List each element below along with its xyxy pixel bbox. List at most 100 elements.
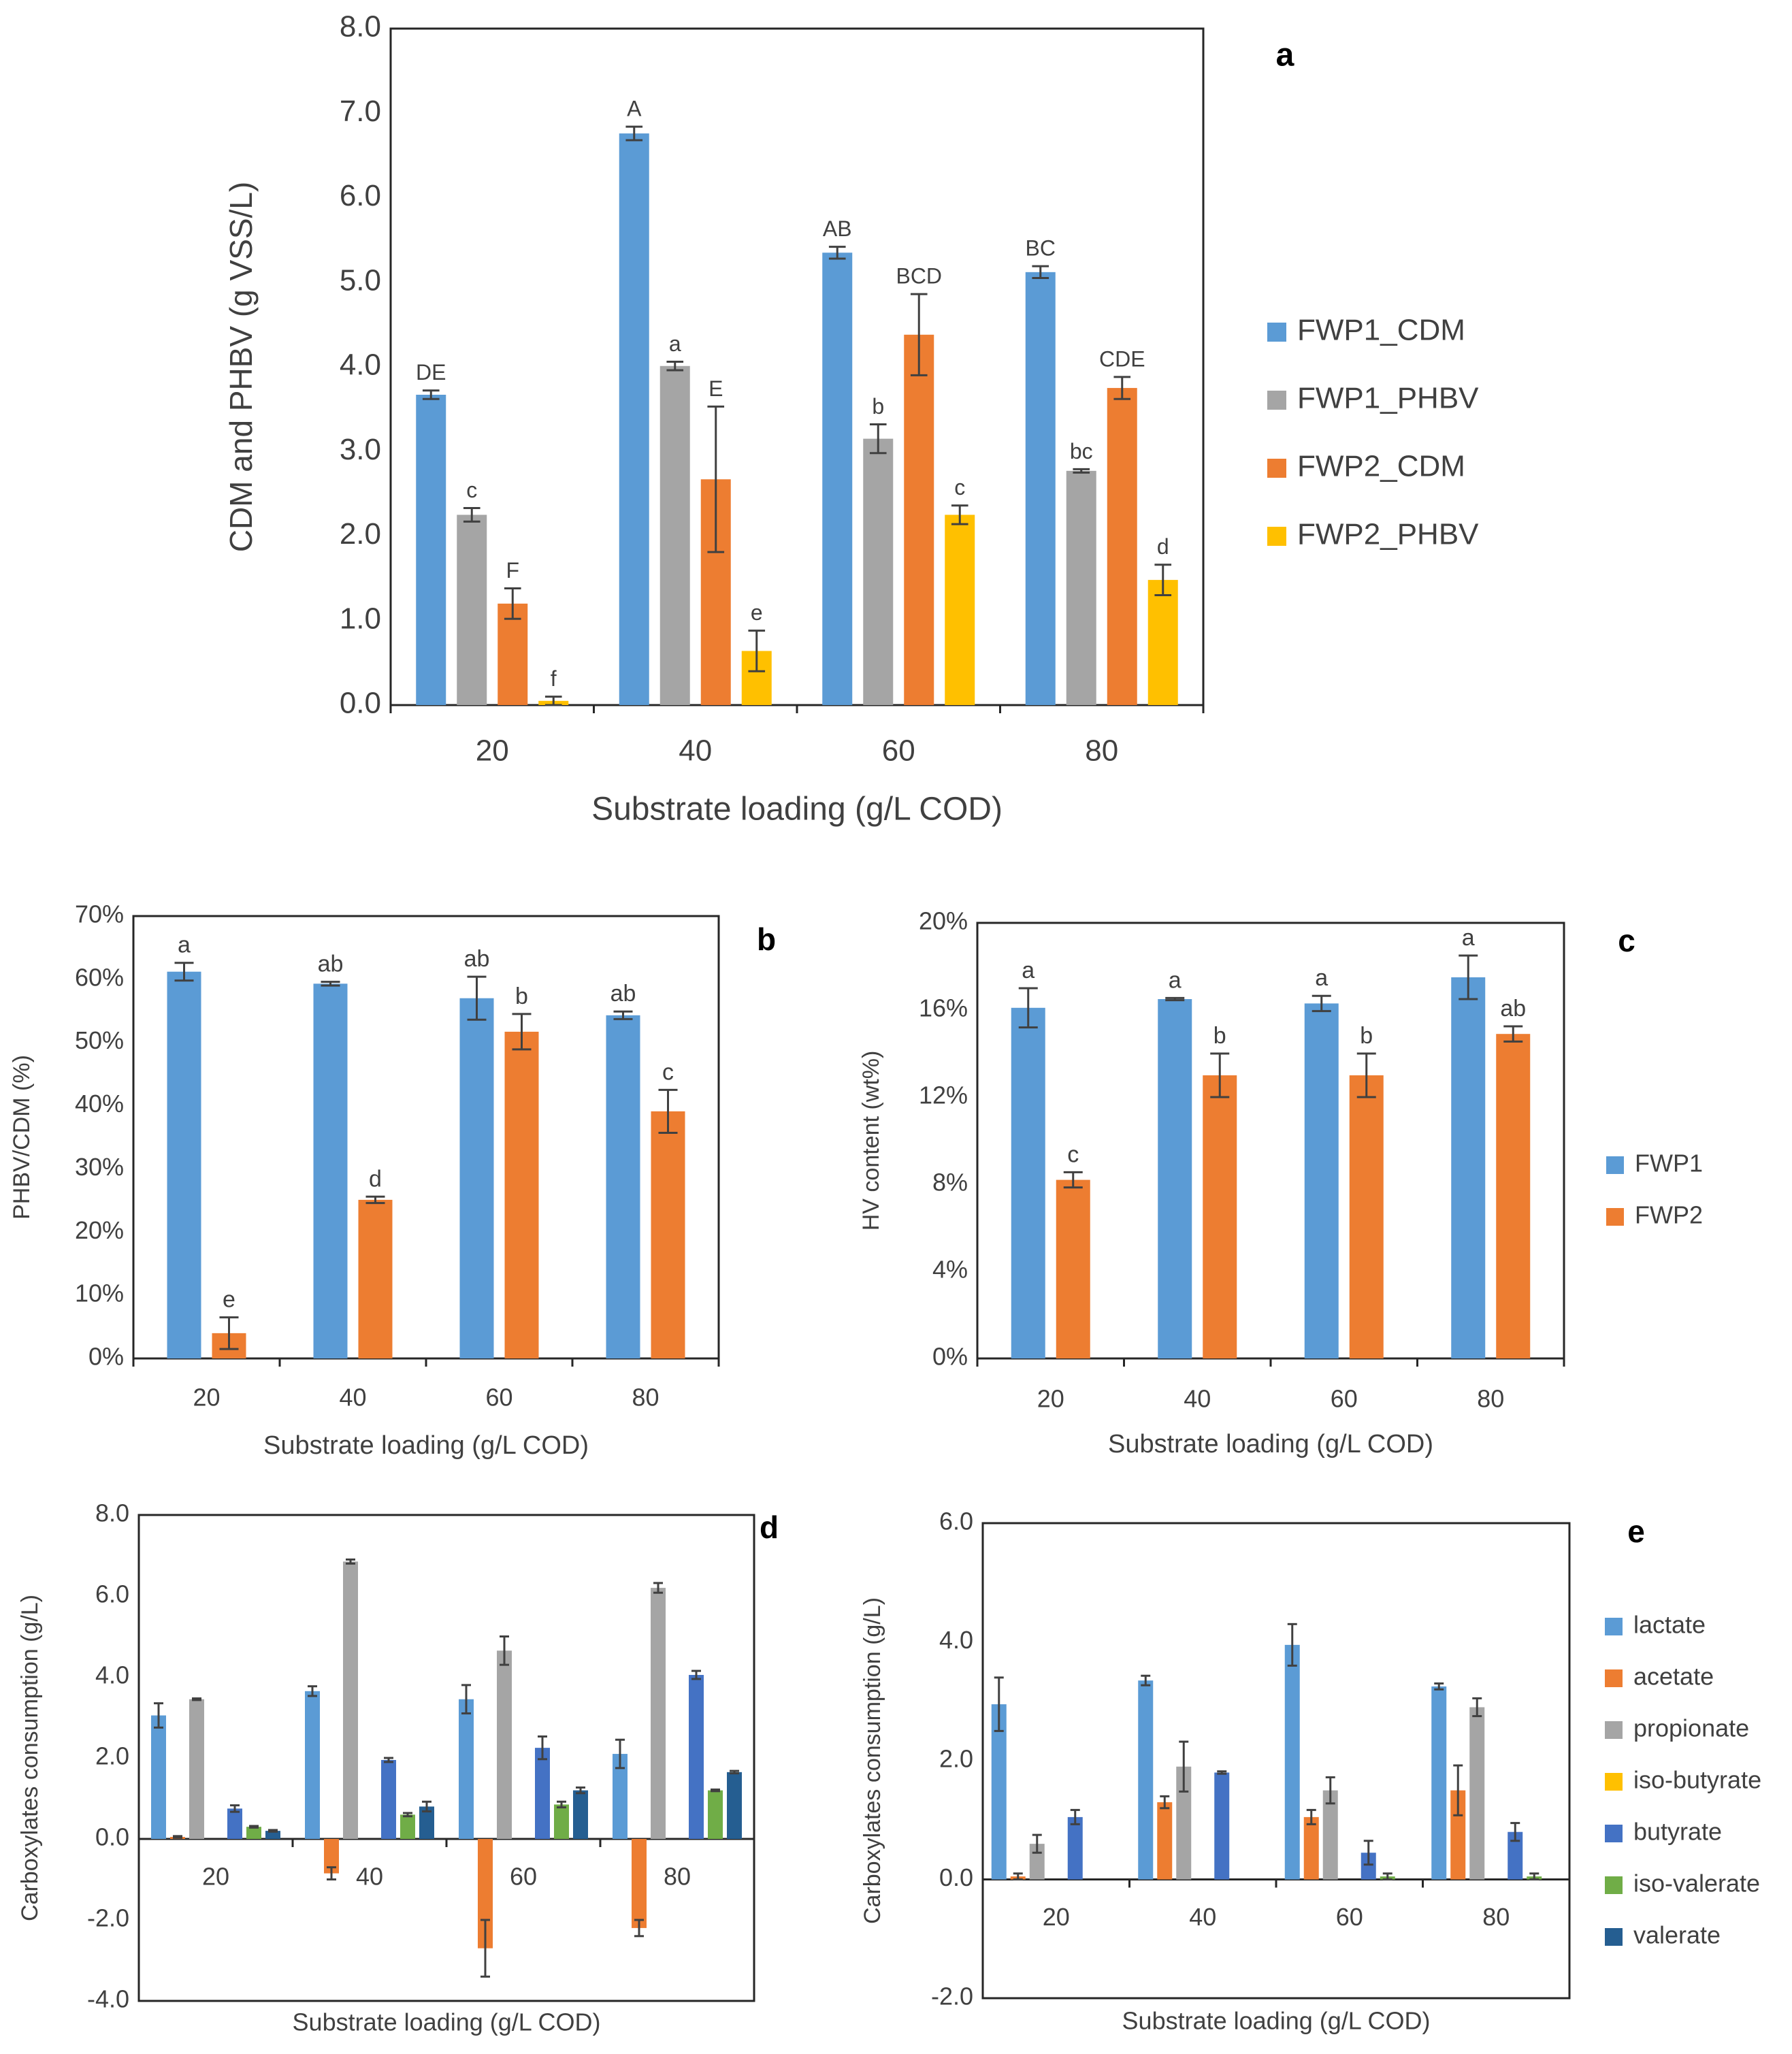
bar-fwp2_cdm (498, 603, 528, 705)
significance-label: e (223, 1287, 235, 1313)
chart-panel-c: 0% 4% 8% 12% 16% 20% HV content (wt%) Substrate… (858, 907, 1703, 1459)
bar-fwp1 (606, 1015, 640, 1358)
bar-fwp1 (1451, 977, 1486, 1358)
legend-label: FWP1 (1635, 1150, 1703, 1177)
legend-label: iso-butyrate (1633, 1766, 1761, 1794)
bar-fwp1_cdm (619, 133, 649, 705)
bar-fwp1 (1011, 1007, 1045, 1358)
plot-area-frame (137, 1514, 755, 2002)
x-tick-label: 80 (632, 1384, 659, 1412)
x-tick-label: 80 (1482, 1903, 1510, 1931)
panel-letter: b (757, 922, 776, 957)
bar-lactate (991, 1704, 1007, 1880)
x-tick-label: 40 (356, 1863, 383, 1891)
bar-fwp2 (1056, 1179, 1090, 1358)
chart-panel-e: -2.0 0.0 2.0 4.0 6.0 Carboxylates consumption… (860, 1507, 1761, 2035)
y-tick-label: 5.0 (340, 263, 381, 297)
significance-label: e (751, 600, 763, 625)
y-tick-label: 20% (75, 1216, 124, 1244)
y-tick-label: 6.0 (340, 179, 381, 212)
y-tick-label: -2.0 (931, 1983, 973, 2010)
significance-label: CDE (1099, 346, 1145, 371)
bar-fwp1_cdm (1025, 272, 1056, 706)
significance-label: A (627, 97, 642, 121)
bar-butyrate (1361, 1853, 1376, 1880)
bar-butyrate (227, 1808, 242, 1839)
y-tick-label: 8% (932, 1169, 968, 1196)
bar-propionate (1322, 1790, 1338, 1880)
bar-acetate (1157, 1802, 1173, 1880)
x-tick-label: 80 (1477, 1385, 1504, 1413)
bar-fwp1_phbv (1066, 470, 1096, 705)
bar-fwp1_cdm (416, 395, 446, 705)
y-axis-title: HV content (wt%) (858, 1051, 884, 1231)
legend-swatch (1606, 1208, 1624, 1226)
bar-lactate (613, 1754, 628, 1839)
significance-label: b (872, 394, 884, 419)
y-tick-label: 10% (75, 1279, 124, 1307)
legend-swatch (1605, 1721, 1623, 1739)
legend-swatch (1605, 1618, 1623, 1635)
legend-label: valerate (1633, 1921, 1721, 1949)
x-tick-label: 40 (339, 1384, 366, 1412)
bar-iso-valerate (400, 1814, 415, 1839)
y-tick-label: 0.0 (939, 1863, 973, 1891)
x-tick-label: 80 (664, 1863, 691, 1891)
legend-swatch (1267, 391, 1286, 410)
significance-label: a (1169, 967, 1182, 993)
legend-label: FWP2 (1635, 1201, 1703, 1229)
bar-fwp2_phbv (945, 515, 975, 705)
bar-acetate (1303, 1816, 1319, 1880)
y-tick-label: 50% (75, 1026, 124, 1054)
legend-swatch (1605, 1773, 1623, 1791)
legend-swatch (1267, 459, 1286, 478)
legend-label: FWP2_PHBV (1297, 518, 1479, 551)
significance-label: a (1022, 958, 1035, 983)
bar-propionate (1469, 1707, 1485, 1880)
y-tick-label: 20% (919, 907, 968, 935)
bar-propionate (343, 1561, 358, 1839)
significance-label: a (1315, 965, 1328, 991)
x-tick-label: 20 (1037, 1385, 1064, 1413)
bar-fwp2 (651, 1111, 685, 1358)
x-tick-label: 60 (510, 1863, 537, 1891)
panel-letter: e (1627, 1514, 1645, 1549)
y-tick-label: 70% (75, 900, 124, 928)
legend-label: FWP1_PHBV (1297, 382, 1479, 415)
x-axis-title: Substrate loading (g/L COD) (1122, 2007, 1431, 2035)
bar-fwp1_phbv (457, 515, 487, 705)
significance-label: c (662, 1059, 674, 1085)
plot-area-frame (981, 1522, 1571, 2000)
y-tick-label: 4.0 (939, 1626, 973, 1654)
legend-label: FWP2_CDM (1297, 450, 1465, 483)
legend-label: lactate (1633, 1611, 1706, 1639)
y-tick-label: 4.0 (95, 1661, 129, 1689)
significance-label: AB (823, 216, 852, 241)
chart-panel-a: 0.0 1.0 2.0 3.0 4.0 5.0 6.0 7.0 8.0 CDM and PHBV … (223, 10, 1479, 828)
significance-label: a (669, 331, 681, 356)
significance-label: b (515, 983, 528, 1009)
bar-fwp2_cdm (1107, 388, 1137, 705)
significance-label: c (954, 475, 965, 500)
x-tick-label: 20 (202, 1863, 229, 1891)
y-tick-label: 4.0 (340, 348, 381, 382)
bar-iso-valerate (554, 1804, 569, 1839)
legend-swatch (1267, 527, 1286, 546)
x-tick-label: 40 (679, 734, 712, 768)
significance-label: b (1360, 1023, 1373, 1049)
bar-fwp2 (1203, 1075, 1237, 1358)
bar-lactate (305, 1691, 320, 1839)
bar-fwp1_phbv (659, 365, 690, 705)
y-tick-label: 8.0 (340, 10, 381, 44)
significance-label: d (1157, 534, 1169, 559)
y-tick-label: 7.0 (340, 95, 381, 128)
bar-lactate (1284, 1644, 1300, 1880)
bar-fwp2 (1349, 1075, 1384, 1358)
panel-letter: d (760, 1510, 779, 1545)
significance-label: d (369, 1166, 382, 1192)
x-tick-label: 40 (1184, 1385, 1211, 1413)
bar-propionate (1176, 1766, 1192, 1880)
y-tick-label: 0.0 (340, 687, 381, 720)
significance-label: b (1213, 1023, 1226, 1049)
bar-fwp1 (459, 998, 494, 1358)
